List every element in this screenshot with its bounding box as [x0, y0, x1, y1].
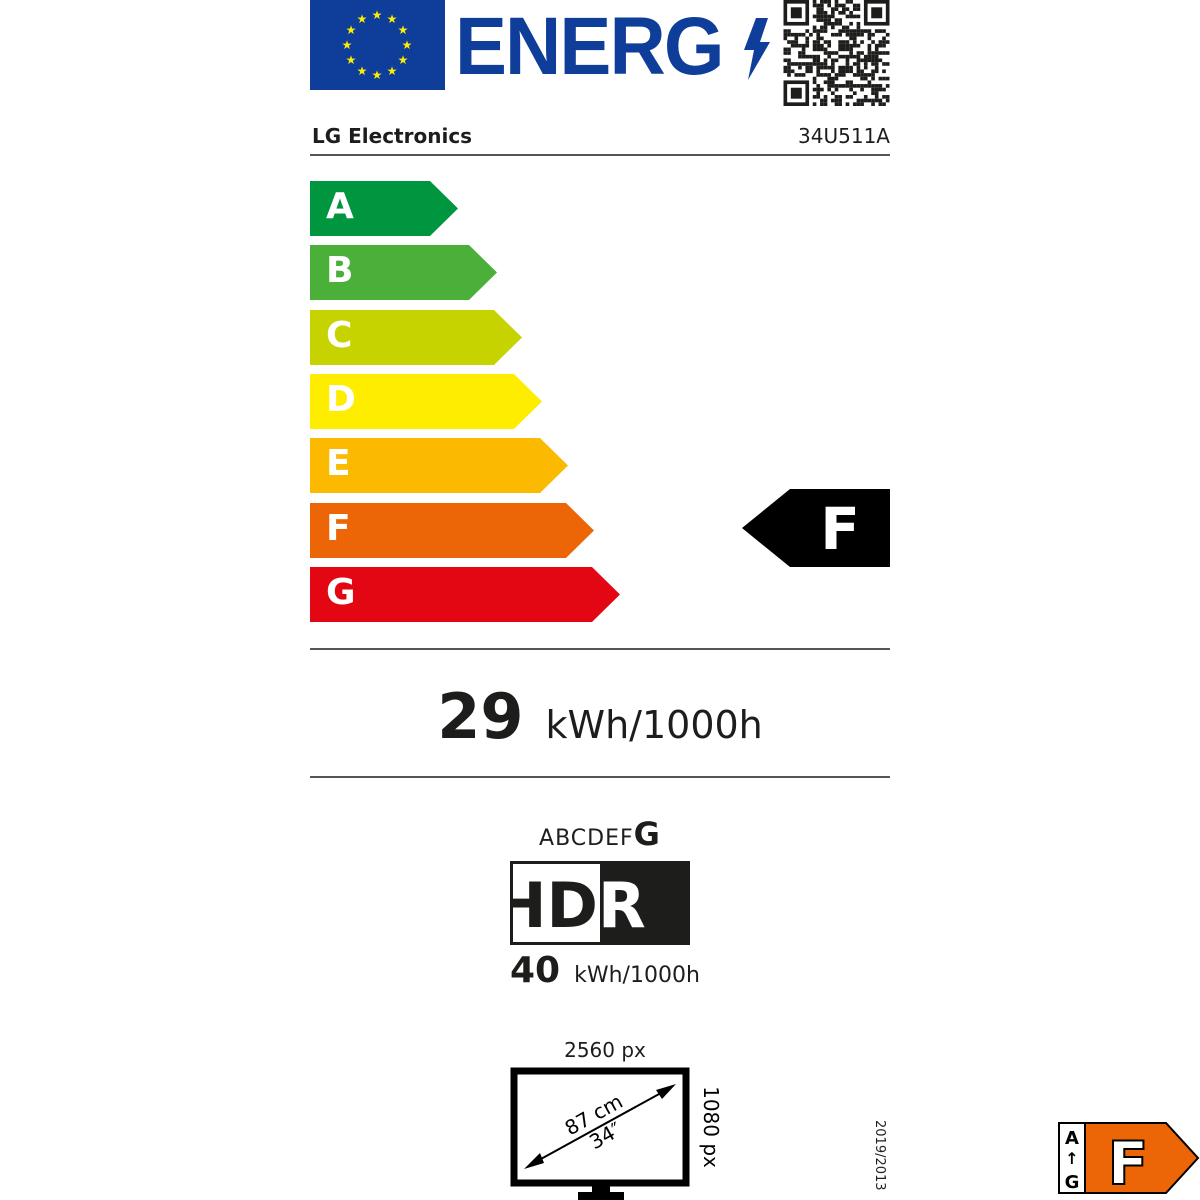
hdr-text-left: HD [510, 869, 598, 942]
star-icon: ★ [387, 64, 398, 78]
divider [310, 648, 890, 650]
badge-rating: F [1108, 1129, 1149, 1194]
class-letter: A [326, 186, 354, 227]
eu-flag: ★ ★ ★ ★ ★ ★ ★ ★ ★ ★ ★ ★ [310, 0, 445, 90]
star-icon: ★ [357, 12, 368, 26]
supplier-name: LG Electronics [312, 124, 473, 148]
star-icon: ★ [402, 38, 413, 52]
badge-top: A [1065, 1128, 1079, 1149]
star-icon: ★ [357, 64, 368, 78]
hdr-logo: HD R [510, 861, 690, 945]
qr-code [783, 0, 890, 106]
sdr-value: 29 [437, 680, 524, 753]
energy-title: ENERG [455, 1, 724, 92]
class-letter: C [326, 314, 353, 356]
lightning-icon [744, 18, 770, 80]
star-icon: ★ [346, 53, 357, 67]
class-letter: G [326, 571, 356, 613]
model-id: 34U511A [798, 124, 890, 148]
energy-class-bar-e: E [310, 438, 568, 494]
title-text: ENERG [455, 1, 724, 92]
vertical-resolution: 1080 px [699, 1086, 723, 1168]
regulation-number: 2019/2013 [872, 1120, 887, 1191]
badge-bottom: G [1065, 1172, 1080, 1193]
hdr-scale-prefix: ABCDEF [539, 826, 634, 851]
energy-class-bar-a: A [310, 181, 458, 236]
hdr-text-right: R [598, 869, 646, 942]
rating-letter: F [820, 495, 860, 563]
class-letter: D [326, 378, 356, 420]
hdr-unit: kWh/1000h [574, 963, 700, 988]
divider [310, 154, 890, 156]
energy-class-bar-b: B [310, 245, 497, 301]
class-badge: A ↑ G F [1058, 1122, 1200, 1194]
star-icon: ★ [372, 68, 383, 82]
star-icon: ★ [346, 23, 357, 37]
hdr-value: 40 [510, 950, 561, 991]
energy-class-bar-d: D [310, 373, 542, 429]
hdr-consumption: 40 kWh/1000h [510, 950, 700, 991]
divider [310, 776, 890, 778]
arrow-up-icon: ↑ [1065, 1149, 1078, 1168]
energy-class-bar-c: C [310, 309, 522, 365]
horizontal-resolution: 2560 px [564, 1038, 646, 1062]
star-icon: ★ [372, 8, 383, 22]
class-letter: E [326, 443, 351, 485]
energy-class-bar-f: F [310, 502, 594, 558]
energy-class-bar-g: G [310, 566, 620, 622]
star-icon: ★ [398, 23, 409, 37]
sdr-unit: kWh/1000h [545, 703, 763, 747]
star-icon: ★ [342, 38, 353, 52]
hdr-scale: ABCDEFG [0, 815, 1200, 853]
class-letter: F [326, 507, 351, 549]
star-icon: ★ [387, 12, 398, 26]
sdr-consumption: 29 kWh/1000h [0, 680, 1200, 753]
star-icon: ★ [398, 53, 409, 67]
class-letter: B [326, 250, 354, 292]
hdr-rating: G [633, 815, 661, 853]
rating-indicator: F [742, 489, 890, 567]
